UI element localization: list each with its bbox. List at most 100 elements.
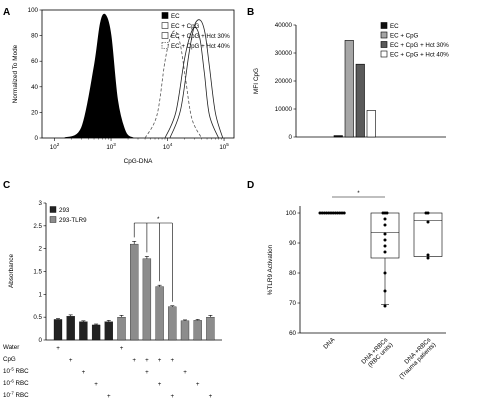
panel-d-point-1-6 (383, 238, 387, 242)
panel-a-y-axis-title: Normalized To Mode (12, 44, 19, 103)
panel-d-point-0-8 (336, 211, 340, 215)
panel-c-y-ticks: 0 0.5 1 1.5 2 2.5 3 (33, 200, 46, 344)
panel-a-y-ticks: 0 20 40 60 80 100 (28, 7, 42, 142)
panel-d-point-0-3 (325, 211, 329, 215)
panel-a-legend-swatch-1 (161, 22, 169, 29)
panel-d-box-plot: 60 70 80 90 100 * DNA DNA +RBCs(RBC units) DNA… (267, 190, 446, 381)
panel-b-y-tick-label-4: 40000 (275, 22, 293, 29)
panel-d-point-1-11 (383, 304, 387, 308)
panel-c-condition-mark-0-0: + (56, 345, 60, 352)
panel-b-y-axis-title: MFI CpG (253, 68, 260, 94)
panel-c-bar-tlr9-1 (130, 243, 139, 341)
panel-b-legend-swatch-2 (380, 41, 388, 48)
panel-c-bar-293-4 (104, 321, 113, 341)
panel-c-bar-tlr9-3 (155, 286, 164, 341)
panel-c-condition-mark-1-1: + (69, 357, 73, 364)
panel-d-point-1-8 (383, 250, 387, 254)
panel-d-point-1-2 (385, 211, 389, 215)
panel-d-point-1-7 (383, 244, 387, 248)
panel-label-c: C (3, 180, 10, 191)
panel-a-legend-swatch-2 (161, 32, 169, 39)
panel-c-legend-swatch-0 (49, 206, 57, 213)
panel-label-a: A (3, 7, 10, 18)
panel-b-legend-label-0: EC (390, 23, 399, 30)
panel-b-bar-3 (366, 110, 376, 138)
panel-b-bar-chart: 0 10000 20000 30000 40000 MFI CpG EC EC + CpG… (253, 22, 449, 141)
panel-c-bar-293-1 (66, 316, 75, 341)
panel-label-d: D (247, 180, 254, 191)
panel-c-condition-label-0: Water (3, 344, 19, 351)
panel-c-condition-mark-3-3: + (94, 381, 98, 388)
panel-d-significance-star: * (357, 190, 360, 197)
panel-a-x-ticks: 102 103 104 105 (50, 138, 229, 151)
panel-c-legend-label-1: 293-TLR9 (59, 217, 87, 224)
panel-a-legend-label-2: EC + CpG + Hct 30% (171, 33, 230, 40)
panel-a-x-tick-label-0: 102 (50, 142, 60, 151)
panel-c-y-tick-label-5: 2.5 (33, 223, 42, 230)
panel-c-condition-mark-1-8: + (158, 357, 162, 364)
panel-b-y-tick-label-2: 20000 (275, 78, 293, 85)
panel-a-legend-label-0: EC (171, 13, 180, 20)
panel-b-y-tick-label-3: 30000 (275, 50, 293, 57)
panel-d-point-0-11 (342, 211, 346, 215)
panel-c-legend: 293 293-TLR9 (49, 206, 87, 224)
panel-a-x-tick-label-2: 104 (163, 142, 173, 151)
panel-a-series-0 (64, 13, 134, 139)
panel-d-point-2-1 (426, 211, 430, 215)
panel-b-legend-label-1: EC + CpG (390, 33, 419, 40)
panel-c-bars (53, 241, 215, 341)
panel-c-significance-bracket: * (133, 216, 173, 302)
panel-d-category-label-0: DNA (322, 336, 337, 351)
panel-c-y-tick-label-2: 1 (39, 291, 43, 298)
panel-b-bar-2 (355, 63, 365, 138)
panel-c-condition-mark-2-2: + (82, 369, 86, 376)
panel-c-bar-293-3 (91, 324, 101, 341)
panel-a-y-tick-label-3: 60 (31, 58, 38, 65)
panel-d-point-1-5 (383, 232, 387, 236)
panel-a-x-tick-label-1: 103 (106, 142, 116, 151)
panel-b-legend-label-2: EC + CpG + Hct 30% (390, 42, 449, 49)
panel-a-legend-label-3: EC + CpG + Hct 40% (171, 43, 230, 50)
panel-c-condition-mark-4-4: + (107, 393, 111, 400)
panel-d-boxes (324, 212, 443, 305)
panel-d-category-label-2: DNA +RBCs(Trauma patients) (393, 336, 437, 380)
panel-c-condition-label-1: CpG (3, 356, 16, 363)
panel-b-y-tick-label-1: 10000 (275, 106, 293, 113)
panel-b-y-ticks: 0 10000 20000 30000 40000 (275, 22, 296, 141)
panel-b-legend-swatch-1 (380, 31, 388, 39)
panel-c-condition-mark-3-11: + (196, 381, 200, 388)
panel-a-legend-label-1: EC + CpG (171, 23, 200, 30)
panel-a-y-tick-label-4: 80 (31, 33, 38, 40)
panel-c-bar-tlr9-7 (206, 317, 215, 341)
panel-d-point-1-4 (383, 223, 387, 227)
panel-c-condition-mark-2-7: + (145, 369, 149, 376)
panel-a-y-tick-label-2: 40 (31, 84, 38, 91)
panel-c-y-tick-label-1: 0.5 (33, 314, 42, 321)
panel-c-condition-mark-1-7: + (145, 357, 149, 364)
panel-c-bar-chart: 0 0.5 1 1.5 2 2.5 3 * Absorbance 293 293-TLR9 W… (3, 200, 222, 400)
panel-c-condition-mark-0-5: + (120, 345, 124, 352)
panel-d-point-0-9 (338, 211, 342, 215)
panel-c-legend-label-0: 293 (59, 207, 70, 214)
panel-c-condition-mark-3-8: + (158, 381, 162, 388)
panel-c-bar-tlr9-5 (180, 320, 190, 341)
panel-b-legend-swatch-0 (380, 22, 388, 29)
panel-d-point-0-2 (322, 211, 326, 215)
panel-d-point-0-4 (327, 211, 331, 215)
panel-d-point-1-9 (383, 271, 387, 275)
panel-a-series-2 (169, 19, 224, 139)
panel-a-x-tick-label-3: 105 (219, 142, 229, 151)
panel-d-category-label-1: DNA +RBCs(RBC units) (360, 336, 394, 370)
panel-b-legend-swatch-3 (380, 50, 388, 58)
panel-c-bar-tlr9-0 (117, 317, 126, 341)
panel-c-y-tick-label-6: 3 (39, 200, 43, 207)
panel-d-point-2-3 (426, 253, 430, 257)
panel-b-bars (333, 40, 376, 138)
panel-c-bar-tlr9-4 (168, 306, 177, 341)
panel-c-condition-mark-1-9: + (170, 357, 174, 364)
panel-d-point-2-4 (426, 256, 430, 260)
panel-d-category-labels: DNA DNA +RBCs(RBC units) DNA +RBCs(Trauma … (322, 336, 437, 381)
panel-a-legend-swatch-0 (161, 12, 169, 19)
panel-a-series-group (64, 13, 224, 139)
